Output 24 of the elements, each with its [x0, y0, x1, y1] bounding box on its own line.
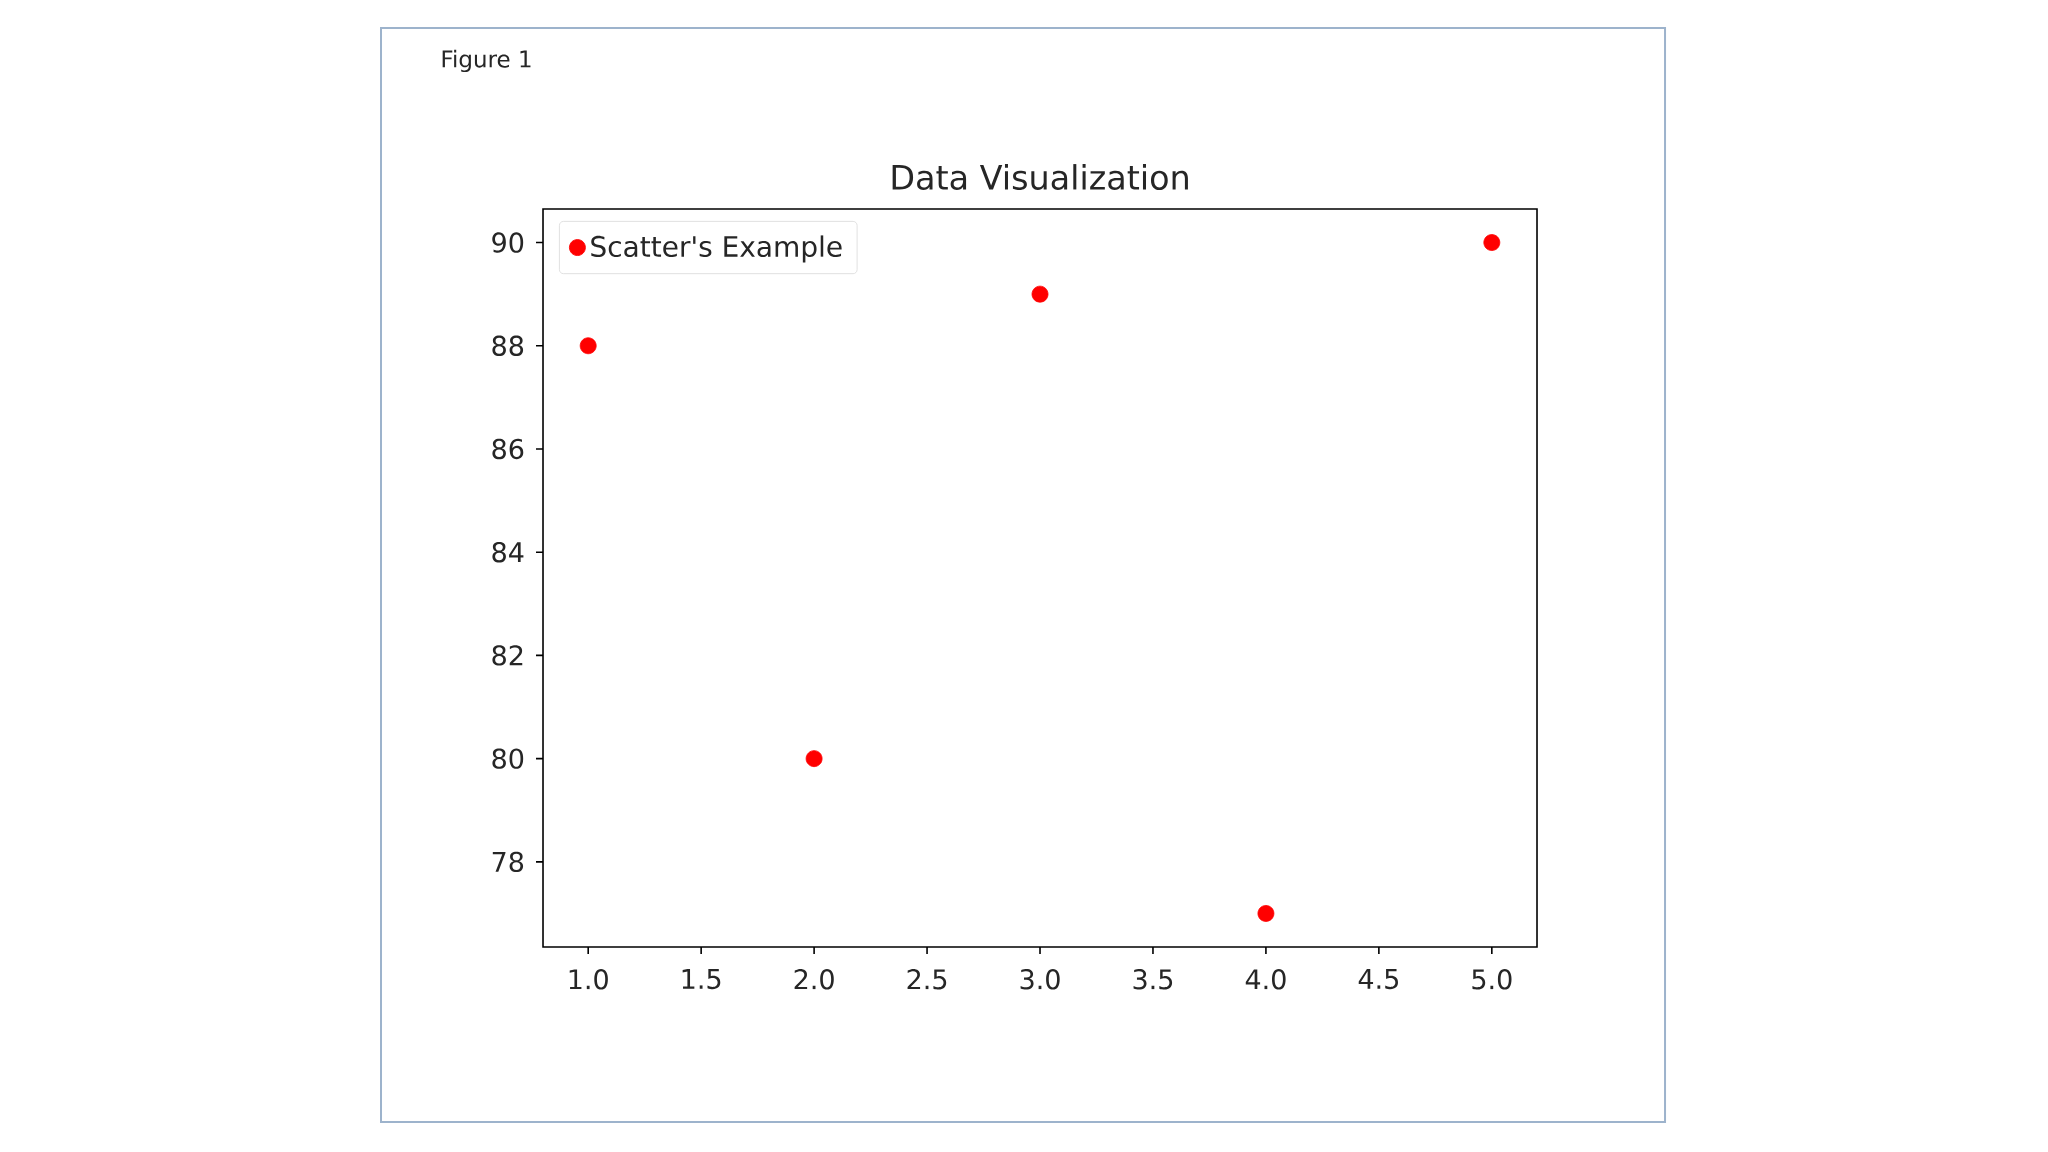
- x-tick-label: 1.5: [682, 969, 721, 990]
- y-tick-label: 84: [492, 541, 524, 563]
- y-tick-label: 82: [492, 645, 523, 666]
- point: [1257, 905, 1275, 922]
- x-tick-label: 1.0: [569, 969, 608, 990]
- legend-label: Scatter's Example: [591, 235, 842, 263]
- caption: Figure 1: [442, 49, 531, 73]
- y-tick-label: 86: [492, 438, 524, 460]
- y-tick-label: 78: [492, 851, 524, 873]
- y-tick-label: 88: [492, 335, 524, 356]
- x-tick-label: 4.0: [1245, 969, 1286, 990]
- x-tick-label: 4.5: [1358, 969, 1398, 990]
- y-tick-label: 80: [492, 748, 524, 769]
- point: [579, 337, 597, 355]
- chart-title: Data Visualization: [892, 164, 1188, 190]
- y-tick-label: 90: [492, 232, 524, 253]
- point: [1483, 234, 1501, 251]
- point: [1031, 285, 1049, 303]
- x-tick-label: 2.5: [907, 969, 947, 990]
- x-tick-label: 3.5: [1133, 969, 1173, 990]
- x-tick-label: 2.0: [794, 969, 834, 990]
- x-tick-label: 5.0: [1472, 969, 1512, 990]
- x-tick-label: 3.0: [1020, 969, 1060, 990]
- point: [805, 750, 823, 768]
